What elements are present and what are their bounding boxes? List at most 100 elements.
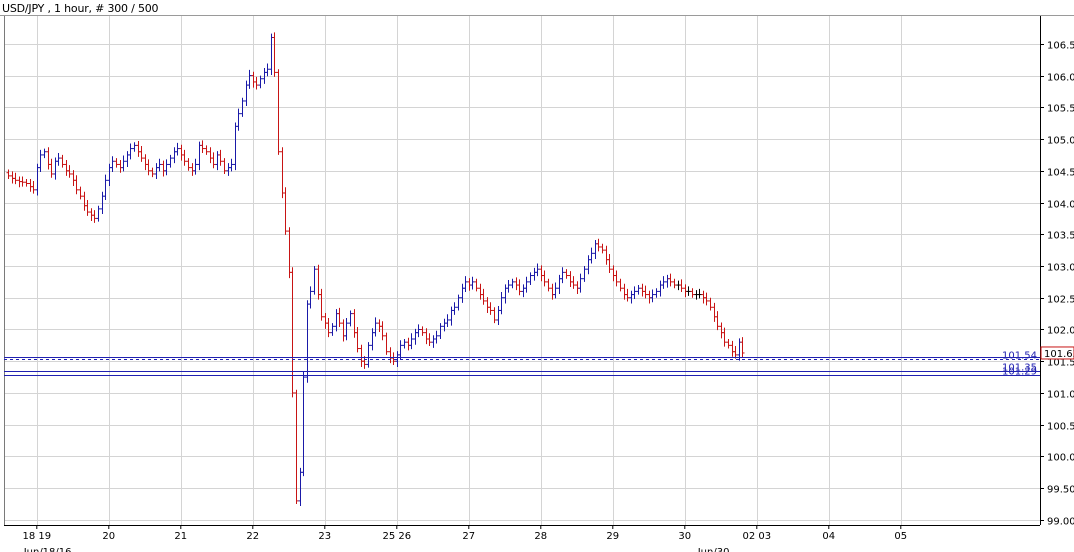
ohlc-bar [301,371,306,477]
ohlc-bar [211,152,216,169]
ohlc-bar [391,352,396,366]
ohlc-bar [186,158,191,171]
y-tick-label: 100.00 [1047,453,1074,464]
ohlc-bar [362,356,367,369]
ohlc-bar [582,266,587,282]
ohlc-bar [380,321,385,341]
ohlc-bar [560,267,565,284]
x-tick-label: 27 [462,531,475,542]
current-price-label: 101.63 [1044,349,1074,360]
ohlc-bar [420,326,425,336]
x-tick-label: 25 26 [382,531,411,542]
ohlc-bar [74,175,79,195]
ohlc-bar [564,269,569,279]
y-tick-label: 100.50 [1047,422,1074,433]
ohlc-bar [528,272,533,286]
ohlc-bar [596,238,601,252]
ohlc-bar [236,108,241,131]
ohlc-bar [506,279,511,293]
ohlc-bar [636,285,641,295]
ohlc-bar [715,311,720,331]
y-tick-label: 105.00 [1047,136,1074,147]
ohlc-bar [632,286,637,300]
ohlc-bar [607,253,612,273]
ohlc-bar [668,273,673,287]
x-tick-label: 22 [246,531,259,542]
ohlc-bar [661,276,666,289]
y-tick-label: 105.50 [1047,104,1074,115]
ohlc-bar [553,282,558,299]
ohlc-bar [571,276,576,289]
ohlc-bar [722,327,727,347]
ohlc-bar [92,210,97,223]
y-tick-label: 106.50 [1047,41,1074,52]
x-tick-label: 05 [894,531,907,542]
ohlc-bar [355,326,360,353]
ohlc-bar [589,247,594,264]
ohlc-bar [294,389,299,505]
ohlc-bar [510,278,515,289]
y-tick-label: 104.00 [1047,200,1074,211]
ohlc-bar [67,165,72,178]
ohlc-bar [344,318,349,341]
ohlc-bar [258,75,263,89]
x-tick-label: 23 [318,531,331,542]
chart-title: USD/JPY , 1 hour, # 300 / 500 [2,2,159,15]
x-tick-label: 02 03 [742,531,771,542]
ohlc-bar [24,179,29,187]
ohlc-bar [618,278,623,292]
ohlc-bar [56,153,61,166]
ohlc-bar [445,314,450,327]
ohlc-bar [218,149,223,166]
ohlc-bar [463,276,468,293]
ohlc-bar [96,205,101,222]
ohlc-bar [416,324,421,338]
ohlc-bar [625,288,630,302]
ohlc-bar [438,323,443,340]
ohlc-bar [139,146,144,162]
ohlc-bar [733,345,738,359]
ohlc-bar [690,288,695,298]
ohlc-bar [650,289,655,303]
ohlc-bar [409,333,414,350]
x-tick-label: 18 19 [22,531,51,542]
ohlc-bar [240,97,245,117]
ohlc-bar [697,288,702,299]
ohlc-bar [488,302,493,315]
plot-background [4,16,1040,525]
ohlc-bar [542,270,547,287]
ohlc-bar [643,285,648,299]
x-sub-label: Jun/30 [697,547,730,552]
ohlc-bar [182,149,187,166]
ohlc-bar [319,288,324,321]
ohlc-bar [704,292,709,306]
ohlc-bar [13,172,18,185]
ohlc-bar [499,292,504,315]
ohlc-bar [200,140,205,154]
ohlc-bar [247,69,252,89]
ohlc-bar [726,339,731,349]
x-tick-label: 28 [534,531,547,542]
ohlc-bar [38,149,43,173]
y-tick-label: 106.00 [1047,73,1074,84]
ohlc-bar [434,330,439,344]
ohlc-bar [535,263,540,277]
ohlc-bar [398,340,403,360]
ohlc-bar [60,154,65,168]
ohlc-bar [20,176,25,187]
ohlc-bar [337,307,342,327]
ohlc-bar [348,310,353,327]
ohlc-bar [474,278,479,292]
ohlc-bar [168,154,173,168]
ohlc-bar [308,286,313,309]
ohlc-bar [654,288,659,298]
ohlc-bar [600,243,605,254]
ohlc-bar [6,169,11,180]
x-tick-label: 20 [102,531,115,542]
y-tick-label: 104.50 [1047,168,1074,179]
ohlc-bar [78,186,83,200]
ohlc-bar [312,266,317,295]
ohlc-bar [193,158,198,175]
current-price-box [1040,346,1074,360]
